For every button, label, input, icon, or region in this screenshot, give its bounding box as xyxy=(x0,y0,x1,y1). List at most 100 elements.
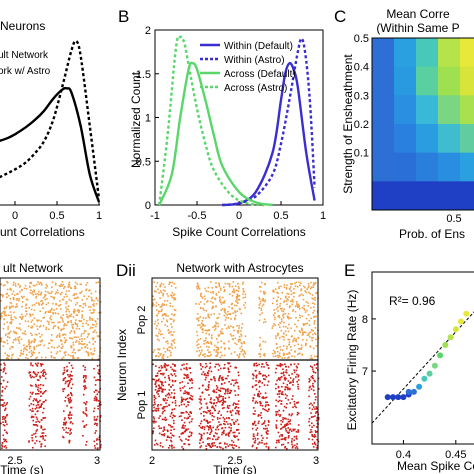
panel-a-lines xyxy=(0,39,101,203)
spike xyxy=(294,428,296,431)
spike xyxy=(2,434,4,437)
spike xyxy=(277,310,279,312)
spike xyxy=(310,365,312,368)
spike xyxy=(70,421,72,423)
spike xyxy=(223,423,225,425)
spike xyxy=(308,420,310,423)
spike xyxy=(71,383,74,386)
spike xyxy=(186,368,188,371)
spike xyxy=(290,293,293,296)
spike xyxy=(64,333,67,336)
spike xyxy=(231,439,233,442)
spike xyxy=(36,345,38,347)
spike xyxy=(4,417,7,419)
spike xyxy=(10,322,12,325)
spike xyxy=(286,315,289,318)
spike xyxy=(42,392,44,395)
spike xyxy=(35,430,38,432)
spike xyxy=(10,289,12,291)
spike xyxy=(267,380,270,383)
spike xyxy=(261,405,264,407)
spike xyxy=(314,299,316,301)
spike xyxy=(0,404,3,406)
spike xyxy=(302,339,304,341)
spike xyxy=(286,423,289,426)
spike xyxy=(300,346,303,349)
spike xyxy=(215,428,217,431)
spike xyxy=(167,342,169,345)
spike xyxy=(12,284,15,286)
spike xyxy=(162,337,165,339)
panel-a-series-1 xyxy=(0,39,101,200)
heatmap-cell xyxy=(372,124,395,154)
spike xyxy=(314,355,316,358)
spike xyxy=(33,323,36,325)
spike xyxy=(47,323,50,325)
spike xyxy=(30,332,32,335)
spike xyxy=(236,429,238,431)
spike xyxy=(244,335,247,337)
heatmap-cell xyxy=(416,181,439,211)
spike xyxy=(302,323,305,325)
spike xyxy=(260,373,262,375)
spike xyxy=(40,384,42,386)
spike xyxy=(91,357,94,360)
spike xyxy=(209,355,211,357)
spike xyxy=(9,297,12,300)
spike xyxy=(94,341,96,343)
spike xyxy=(293,355,296,358)
spike xyxy=(45,356,47,359)
spike xyxy=(42,325,45,327)
spike xyxy=(262,396,264,398)
spike xyxy=(257,438,259,440)
spike xyxy=(153,298,156,300)
spike xyxy=(2,405,4,408)
spike xyxy=(155,285,157,288)
spike xyxy=(38,303,41,305)
panel-e-fit-line xyxy=(371,311,474,424)
spike xyxy=(216,322,218,325)
spike xyxy=(218,364,221,367)
spike xyxy=(314,435,317,438)
spike xyxy=(217,347,219,349)
spike xyxy=(186,393,189,395)
spike xyxy=(95,389,97,392)
spike xyxy=(292,292,294,294)
spike xyxy=(259,353,262,355)
spike xyxy=(265,401,267,404)
spike xyxy=(205,337,207,339)
spike xyxy=(258,395,261,398)
spike xyxy=(70,406,73,409)
spike xyxy=(206,407,209,410)
spike xyxy=(5,307,7,309)
scatter-point xyxy=(410,388,417,395)
spike xyxy=(199,395,202,398)
spike xyxy=(311,435,314,437)
spike xyxy=(92,343,94,345)
spike xyxy=(51,307,53,310)
spike xyxy=(83,426,85,428)
spike xyxy=(185,375,188,377)
spike xyxy=(262,437,264,439)
spike xyxy=(232,404,234,406)
spike xyxy=(77,309,80,311)
spike xyxy=(279,355,281,358)
spike xyxy=(230,414,233,416)
spike xyxy=(198,303,200,305)
spike xyxy=(279,326,281,328)
spike xyxy=(190,378,193,380)
spike xyxy=(52,313,54,315)
spike xyxy=(260,348,262,350)
spike xyxy=(160,353,162,355)
spike xyxy=(233,444,236,446)
spike xyxy=(199,439,202,441)
spike xyxy=(227,392,229,395)
spike xyxy=(40,292,42,295)
spike xyxy=(88,289,91,291)
spike xyxy=(224,324,226,326)
spike xyxy=(312,347,315,350)
spike xyxy=(210,446,212,449)
spike xyxy=(69,331,71,334)
spike xyxy=(255,380,257,382)
spike xyxy=(274,446,277,449)
